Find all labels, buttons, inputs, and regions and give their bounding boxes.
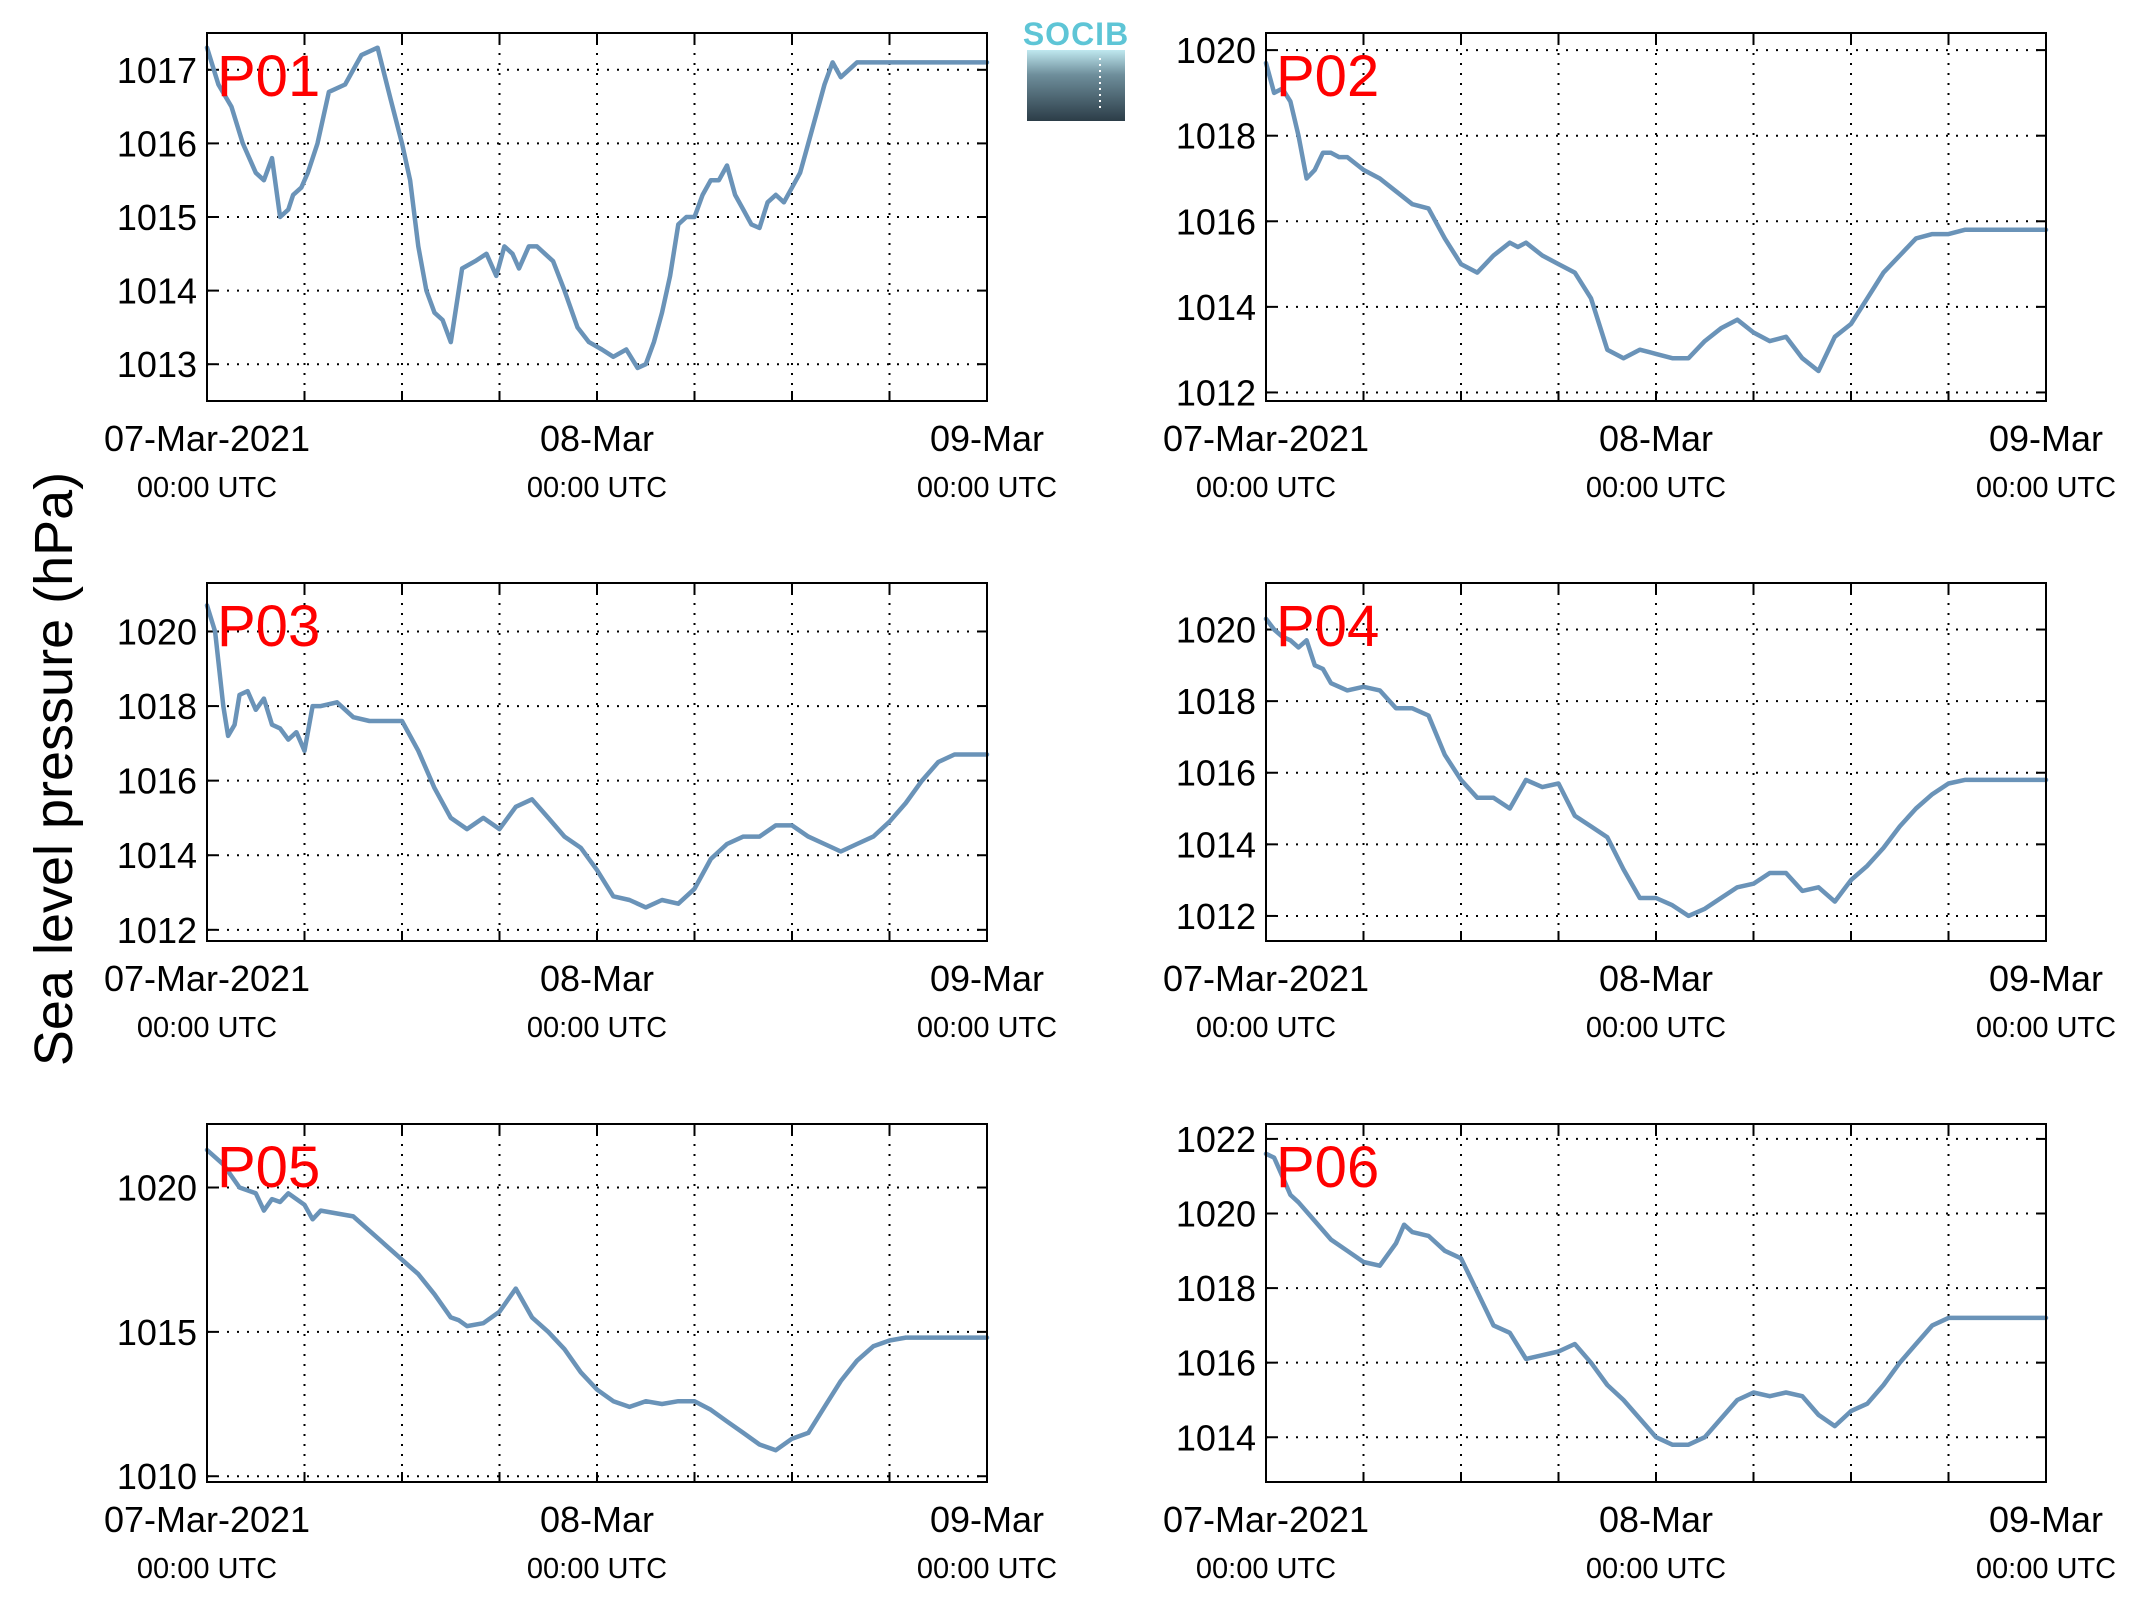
plot-frame [1265,1123,2047,1483]
panel-label-p05: P05 [217,1135,320,1200]
x-tick-sublabel: 00:00 UTC [917,1553,1057,1585]
series-line-p03 [204,603,990,910]
plot-frame [1265,32,2047,402]
y-tick-label: 1014 [117,835,197,876]
x-tick-sublabel: 00:00 UTC [917,1012,1057,1044]
panel-p04: 1012 1014 1016 1018 1020 07-Mar-2021 00:00 UTC… [1163,582,2116,1044]
y-tick-label: 1017 [117,50,197,91]
x-tick-sublabel: 00:00 UTC [527,1553,667,1585]
x-tick-sublabel: 00:00 UTC [917,472,1057,504]
y-tick-label: 1014 [1176,824,1256,865]
y-tick-label: 1012 [117,910,197,951]
x-tick-sublabel: 00:00 UTC [1586,1553,1726,1585]
panel-label-p06: P06 [1276,1135,1379,1200]
y-tick-label: 1020 [117,1168,197,1209]
y-tick-label: 1020 [1176,610,1256,651]
series-line-p01 [204,45,990,371]
x-tick-label: 08-Mar [1599,958,1713,999]
y-tick-label: 1010 [117,1456,197,1497]
panel-p05: 1010 1015 1020 07-Mar-2021 00:00 UTC 08-Mar 00… [104,1123,1057,1585]
x-tick-label: 09-Mar [930,1499,1044,1540]
y-tick-label: 1020 [117,611,197,652]
panel-p06: 1014 1016 1018 1020 1022 07-Mar-2021 00:00 UTC… [1163,1119,2116,1585]
y-tick-label: 1018 [117,686,197,727]
plot-frame [206,1123,988,1483]
y-tick-label: 1016 [1176,1343,1256,1384]
x-tick-label: 07-Mar-2021 [104,418,310,459]
y-tick-label: 1016 [117,123,197,164]
y-tick-label: 1018 [1176,681,1256,722]
x-tick-label: 07-Mar-2021 [1163,418,1369,459]
y-tick-label: 1013 [117,344,197,385]
y-tick-label: 1014 [1176,287,1256,328]
x-tick-sublabel: 00:00 UTC [1586,1012,1726,1044]
series-line-p06 [1263,1151,2049,1447]
x-tick-label: 09-Mar [1989,418,2103,459]
x-tick-label: 08-Mar [540,1499,654,1540]
y-tick-label: 1018 [1176,116,1256,157]
panel-label-p02: P02 [1276,44,1379,109]
x-tick-sublabel: 00:00 UTC [1196,472,1336,504]
x-tick-sublabel: 00:00 UTC [137,1012,277,1044]
x-tick-sublabel: 00:00 UTC [1196,1012,1336,1044]
x-tick-sublabel: 00:00 UTC [1976,1012,2116,1044]
y-tick-label: 1016 [117,761,197,802]
x-tick-sublabel: 00:00 UTC [1196,1553,1336,1585]
x-tick-sublabel: 00:00 UTC [1976,1553,2116,1585]
x-tick-label: 07-Mar-2021 [1163,958,1369,999]
y-tick-label: 1012 [1176,896,1256,937]
x-tick-label: 09-Mar [1989,1499,2103,1540]
plot-frame [206,582,988,942]
panel-label-p03: P03 [217,594,320,659]
y-tick-label: 1014 [117,271,197,312]
x-tick-label: 08-Mar [540,958,654,999]
y-tick-label: 1016 [1176,753,1256,794]
x-tick-sublabel: 00:00 UTC [137,472,277,504]
x-tick-label: 08-Mar [1599,1499,1713,1540]
y-tick-label: 1018 [1176,1268,1256,1309]
y-tick-label: 1014 [1176,1417,1256,1458]
x-tick-label: 09-Mar [930,418,1044,459]
x-tick-label: 08-Mar [1599,418,1713,459]
y-tick-label: 1020 [1176,1194,1256,1235]
x-tick-label: 07-Mar-2021 [1163,1499,1369,1540]
x-tick-label: 07-Mar-2021 [104,1499,310,1540]
panel-p02: 1012 1014 1016 1018 1020 07-Mar-2021 00:00 UTC… [1163,30,2116,504]
socib-logo: SOCIB [1023,16,1129,121]
socib-logo-text: SOCIB [1023,16,1129,52]
y-tick-label: 1020 [1176,30,1256,71]
x-tick-label: 08-Mar [540,418,654,459]
series-line-p05 [204,1147,990,1453]
x-tick-label: 07-Mar-2021 [104,958,310,999]
x-tick-sublabel: 00:00 UTC [1976,472,2116,504]
y-tick-label: 1012 [1176,372,1256,413]
x-tick-sublabel: 00:00 UTC [1586,472,1726,504]
y-tick-label: 1016 [1176,201,1256,242]
series-line-p04 [1263,616,2049,919]
y-tick-label: 1022 [1176,1119,1256,1160]
panel-p03: 1012 1014 1016 1018 1020 07-Mar-2021 00:00 UTC… [104,582,1057,1044]
figure-ylabel: Sea level pressure (hPa) [24,472,84,1066]
plot-frame [206,32,988,402]
x-tick-label: 09-Mar [930,958,1044,999]
x-tick-sublabel: 00:00 UTC [527,472,667,504]
socib-logo-block [1027,50,1125,121]
y-tick-label: 1015 [117,197,197,238]
x-tick-label: 09-Mar [1989,958,2103,999]
x-tick-sublabel: 00:00 UTC [137,1553,277,1585]
panel-label-p01: P01 [217,44,320,109]
series-line-p02 [1263,60,2049,374]
panel-p01: 1013 1014 1015 1016 1017 07-Mar-2021 00:00 UTC… [104,32,1057,504]
plot-frame [1265,582,2047,942]
x-tick-sublabel: 00:00 UTC [527,1012,667,1044]
panel-label-p04: P04 [1276,594,1379,659]
y-tick-label: 1015 [117,1312,197,1353]
